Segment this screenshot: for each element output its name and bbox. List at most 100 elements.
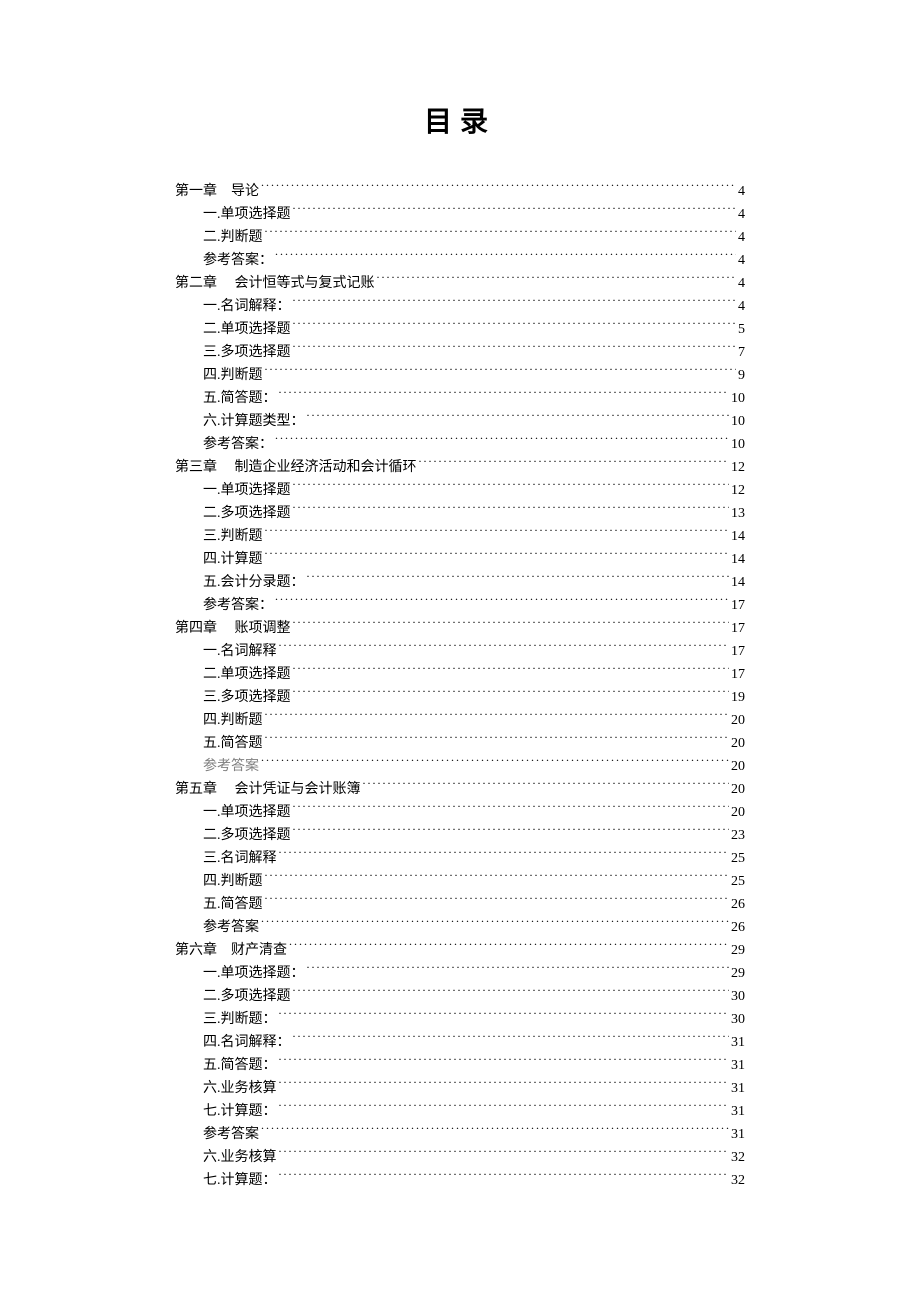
toc-entry[interactable]: 一.单项选择题12: [175, 479, 745, 502]
toc-dots: [279, 1147, 730, 1161]
toc-entry[interactable]: 三.多项选择题19: [175, 686, 745, 709]
toc-entry[interactable]: 四.判断题9: [175, 364, 745, 387]
toc-dots: [279, 848, 730, 862]
toc-entry[interactable]: 五.简答题 20: [175, 732, 745, 755]
toc-entry[interactable]: 五.简答题26: [175, 893, 745, 916]
toc-entry-page: 17: [731, 663, 745, 686]
toc-entry-page: 20: [731, 732, 745, 755]
toc-entry[interactable]: 一.单项选择题4: [175, 203, 745, 226]
toc-entry-page: 4: [738, 226, 745, 249]
toc-entry[interactable]: 六.业务核算32: [175, 1146, 745, 1169]
toc-entry-label: 四.判断题: [203, 364, 263, 387]
table-of-contents: 第一章 导论4一.单项选择题4二.判断题4参考答案：4第二章 会计恒等式与复式记…: [175, 180, 745, 1192]
toc-entry-label: 六.业务核算: [203, 1077, 277, 1100]
toc-entry-label: 第四章 账项调整: [175, 617, 291, 640]
toc-entry-label: 三.多项选择题: [203, 341, 291, 364]
toc-entry-label: 参考答案：: [203, 594, 273, 617]
toc-dots: [279, 641, 730, 655]
toc-entry[interactable]: 七.计算题：32: [175, 1169, 745, 1192]
toc-entry-page: 12: [731, 479, 745, 502]
toc-entry[interactable]: 参考答案： 10: [175, 433, 745, 456]
toc-dots: [293, 1032, 730, 1046]
toc-entry[interactable]: 三.判断题14: [175, 525, 745, 548]
toc-dots: [265, 733, 730, 747]
toc-entry-label: 五.简答题: [203, 893, 263, 916]
toc-dots: [261, 756, 729, 770]
toc-dots: [279, 1170, 730, 1184]
toc-dots: [419, 457, 730, 471]
toc-entry-label: 二.多项选择题: [203, 824, 291, 847]
toc-entry[interactable]: 二.多项选择题30: [175, 985, 745, 1008]
toc-dots: [261, 181, 736, 195]
toc-entry[interactable]: 六.计算题类型：10: [175, 410, 745, 433]
toc-entry-page: 4: [738, 272, 745, 295]
toc-entry[interactable]: 四.判断题20: [175, 709, 745, 732]
toc-entry-page: 10: [731, 433, 745, 456]
toc-entry-page: 31: [731, 1054, 745, 1077]
toc-entry[interactable]: 一.名词解释17: [175, 640, 745, 663]
toc-entry[interactable]: 参考答案31: [175, 1123, 745, 1146]
toc-dots: [293, 802, 730, 816]
toc-entry[interactable]: 第二章 会计恒等式与复式记账4: [175, 272, 745, 295]
toc-entry-label: 第一章 导论: [175, 180, 259, 203]
toc-dots: [265, 227, 737, 241]
toc-entry[interactable]: 四.计算题14: [175, 548, 745, 571]
toc-dots: [307, 963, 730, 977]
toc-entry[interactable]: 三.判断题：30: [175, 1008, 745, 1031]
toc-entry-page: 20: [731, 801, 745, 824]
toc-entry[interactable]: 三.多项选择题7: [175, 341, 745, 364]
toc-entry-label: 三.名词解释: [203, 847, 277, 870]
toc-entry[interactable]: 二.多项选择题13: [175, 502, 745, 525]
toc-entry[interactable]: 第一章 导论4: [175, 180, 745, 203]
toc-dots: [293, 319, 737, 333]
toc-dots: [265, 871, 730, 885]
toc-entry[interactable]: 四.判断题25: [175, 870, 745, 893]
toc-entry-label: 第六章 财产清查: [175, 939, 287, 962]
toc-entry[interactable]: 一.单项选择题：29: [175, 962, 745, 985]
toc-entry-label: 五.简答题: [203, 732, 263, 755]
toc-entry-page: 14: [731, 571, 745, 594]
toc-entry[interactable]: 二.判断题4: [175, 226, 745, 249]
toc-dots: [293, 986, 730, 1000]
toc-dots: [265, 549, 730, 563]
toc-entry[interactable]: 第四章 账项调整17: [175, 617, 745, 640]
toc-dots: [279, 1009, 730, 1023]
toc-entry[interactable]: 七.计算题：31: [175, 1100, 745, 1123]
toc-dots: [261, 1124, 729, 1138]
toc-entry[interactable]: 一.单项选择题20: [175, 801, 745, 824]
toc-entry[interactable]: 二.单项选择题17: [175, 663, 745, 686]
toc-dots: [279, 1078, 730, 1092]
toc-dots: [275, 250, 736, 264]
toc-entry-page: 29: [731, 939, 745, 962]
toc-entry-label: 参考答案：: [203, 433, 273, 456]
toc-entry-page: 31: [731, 1077, 745, 1100]
toc-entry[interactable]: 五.会计分录题：14: [175, 571, 745, 594]
toc-entry[interactable]: 六.业务核算 31: [175, 1077, 745, 1100]
toc-dots: [377, 273, 737, 287]
toc-entry-label: 七.计算题：: [203, 1100, 277, 1123]
toc-entry-label: 三.多项选择题: [203, 686, 291, 709]
toc-entry[interactable]: 一.名词解释：4: [175, 295, 745, 318]
toc-entry[interactable]: 参考答案26: [175, 916, 745, 939]
toc-entry-label: 五.简答题：: [203, 387, 277, 410]
toc-entry[interactable]: 参考答案：17: [175, 594, 745, 617]
toc-entry[interactable]: 五.简答题：10: [175, 387, 745, 410]
toc-entry[interactable]: 二.单项选择题5: [175, 318, 745, 341]
toc-entry[interactable]: 四.名词解释：31: [175, 1031, 745, 1054]
toc-entry-page: 32: [731, 1146, 745, 1169]
toc-dots: [265, 526, 730, 540]
toc-dots: [279, 1055, 730, 1069]
toc-entry[interactable]: 第六章 财产清查 29: [175, 939, 745, 962]
toc-entry[interactable]: 参考答案20: [175, 755, 745, 778]
toc-entry[interactable]: 三.名词解释25: [175, 847, 745, 870]
toc-entry[interactable]: 参考答案：4: [175, 249, 745, 272]
toc-entry[interactable]: 二.多项选择题23: [175, 824, 745, 847]
toc-entry[interactable]: 第三章 制造企业经济活动和会计循环 12: [175, 456, 745, 479]
toc-entry-page: 32: [731, 1169, 745, 1192]
toc-dots: [265, 365, 737, 379]
toc-entry-page: 12: [731, 456, 745, 479]
toc-entry[interactable]: 第五章 会计凭证与会计账簿20: [175, 778, 745, 801]
toc-entry-label: 第三章 制造企业经济活动和会计循环: [175, 456, 417, 479]
toc-entry[interactable]: 五.简答题：31: [175, 1054, 745, 1077]
toc-dots: [279, 1101, 730, 1115]
